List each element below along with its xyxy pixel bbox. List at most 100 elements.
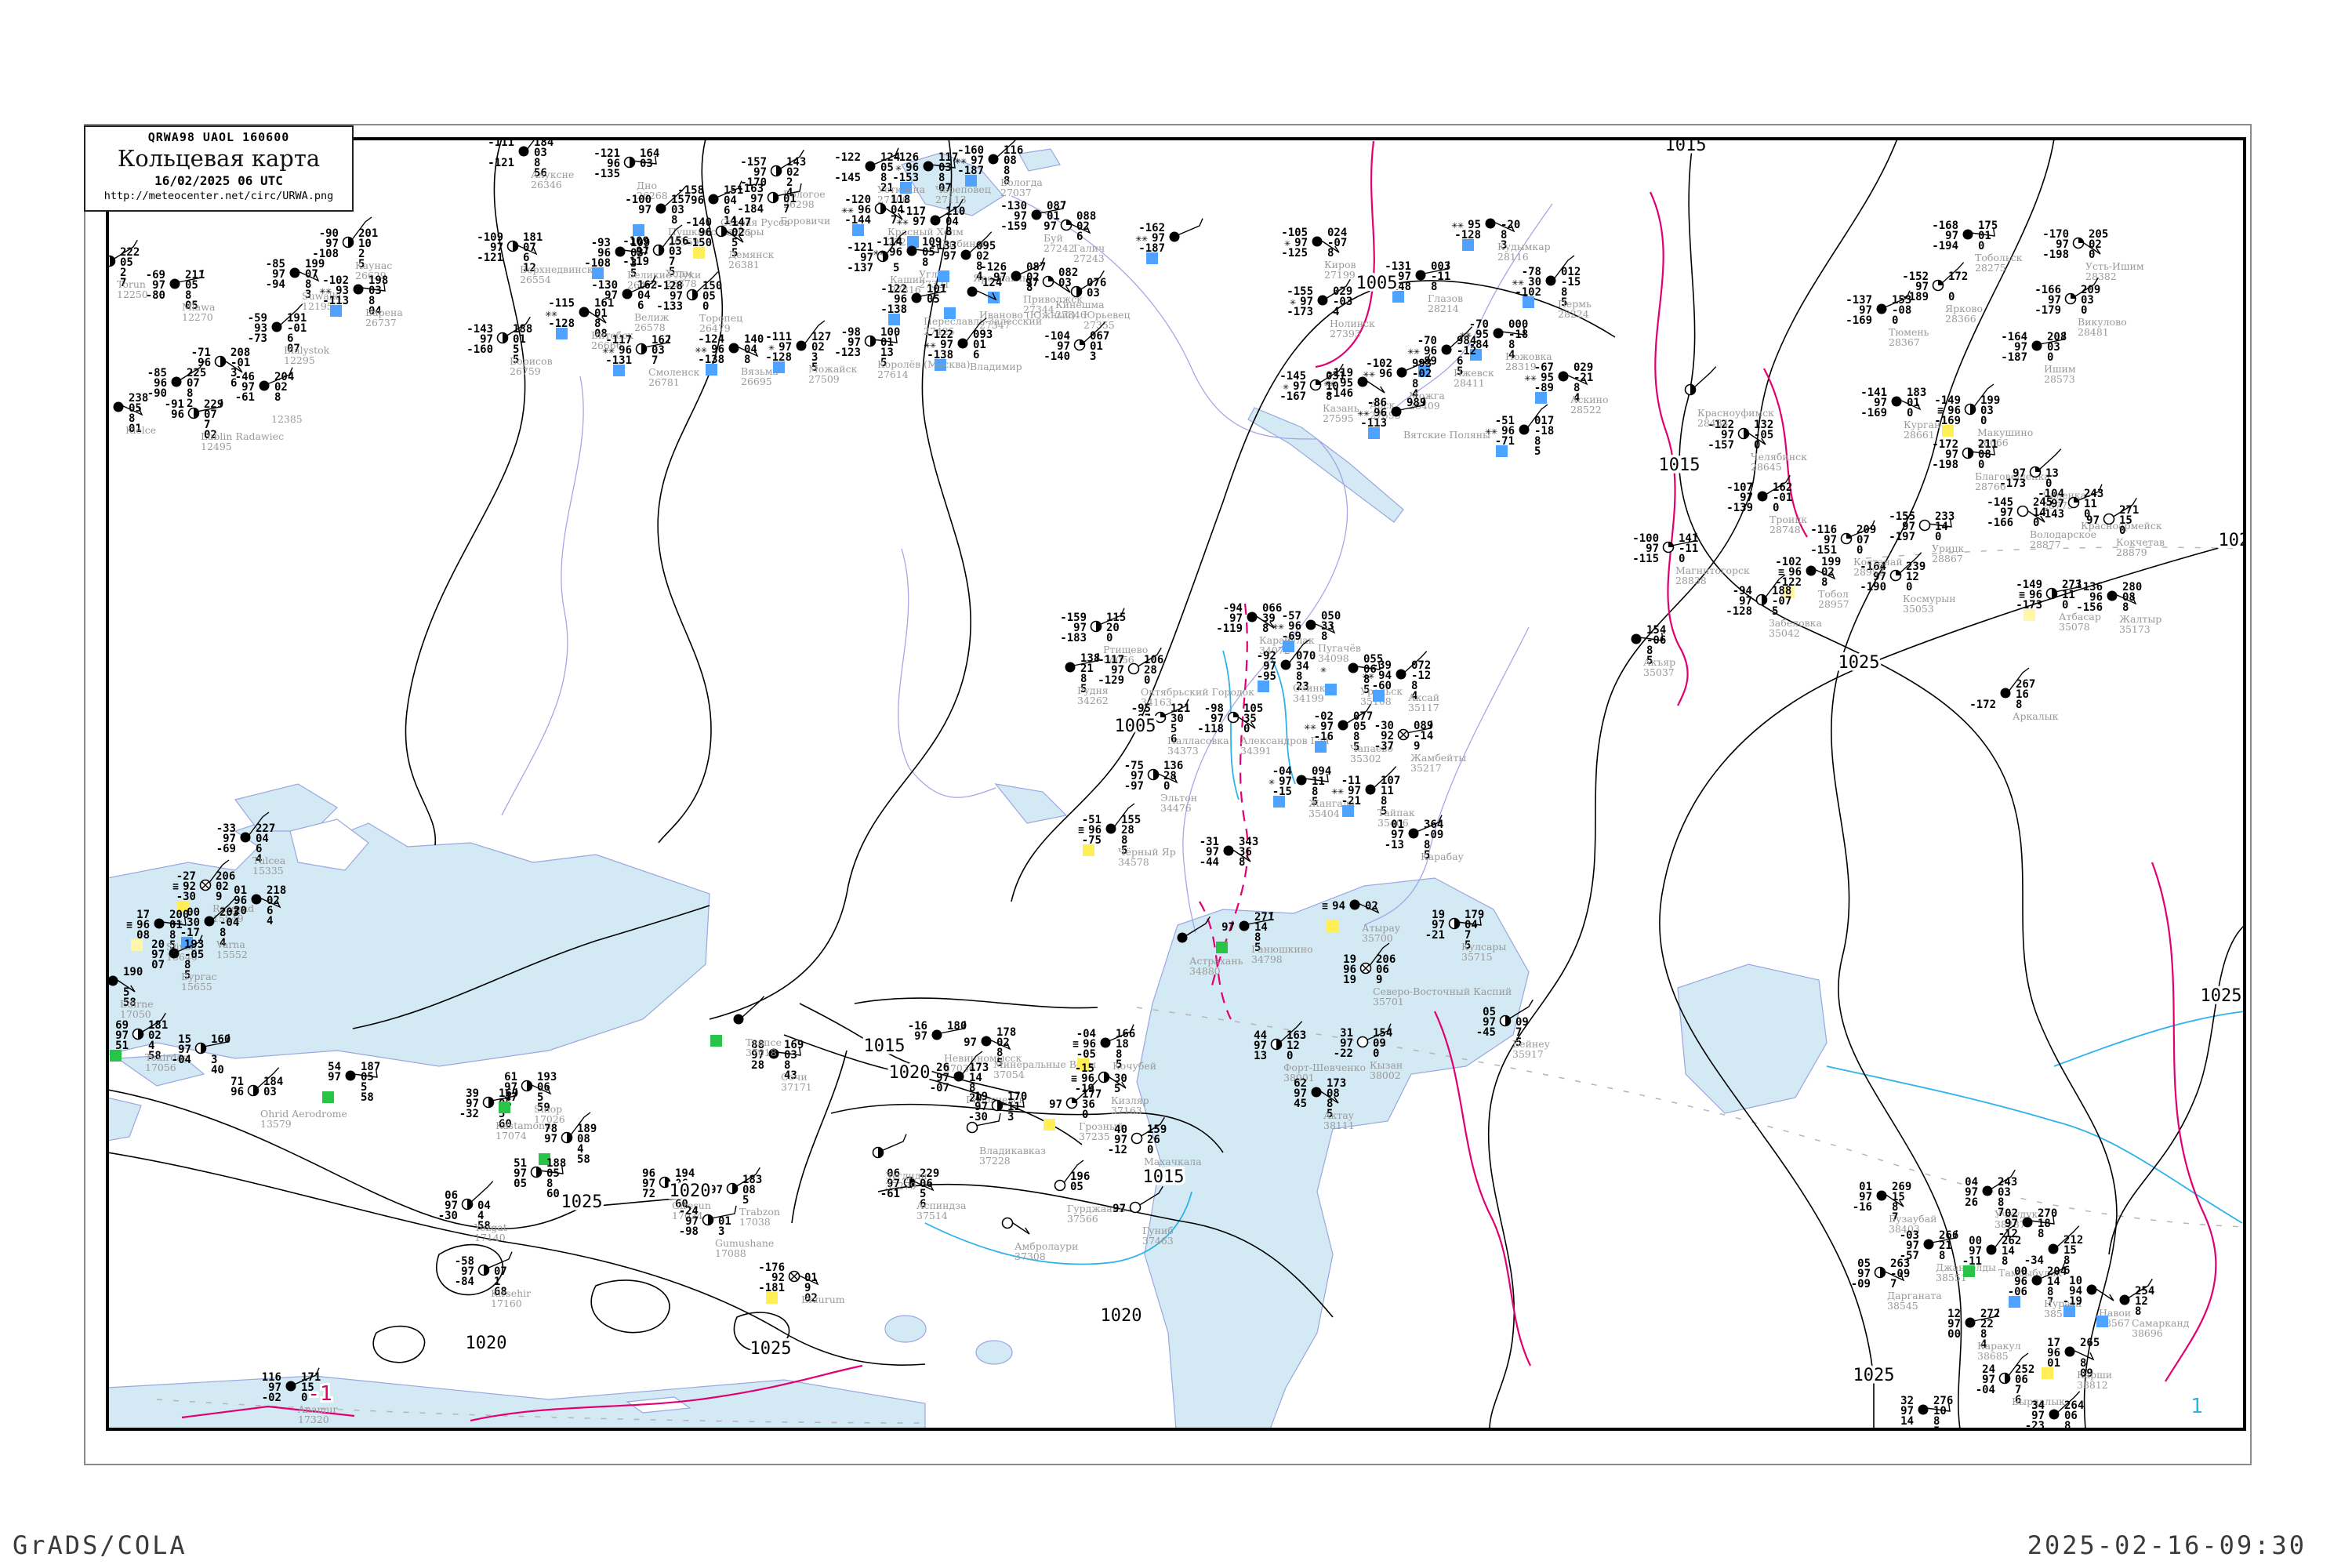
- station-circle: [171, 376, 182, 387]
- station-value: -137: [847, 262, 873, 274]
- station-id: 17320: [298, 1414, 329, 1425]
- snow-cover-square: [1496, 445, 1508, 457]
- station-value: 58: [477, 1220, 491, 1232]
- station-value: 60: [675, 1198, 688, 1210]
- station-id: 34476: [1160, 802, 1192, 814]
- station-name: Бейнеу: [1512, 1038, 1551, 1050]
- wind-barb: [939, 1020, 966, 1034]
- station-value: -21: [1341, 795, 1361, 808]
- station-value: -86: [1367, 397, 1387, 409]
- station-value: 238: [129, 392, 148, 405]
- station-id: 35037: [1643, 666, 1675, 678]
- station-name: Самарканд: [2132, 1317, 2190, 1329]
- station-value: 71: [230, 1076, 244, 1088]
- station-id: 27614: [877, 368, 909, 380]
- station-value: -115: [1632, 553, 1659, 565]
- station-value: 2: [786, 176, 793, 189]
- station-id: 26479: [699, 322, 731, 334]
- station-id: 26359: [668, 236, 699, 248]
- station-value: 184: [263, 1076, 283, 1088]
- station-value: 184: [534, 136, 554, 149]
- station-value: 5: [669, 266, 675, 278]
- map-source-url: http://meteocenter.net/circ/URWA.png: [103, 190, 334, 202]
- sea-of-marmara: [116, 1054, 205, 1087]
- station-value: ✳✳: [1407, 346, 1420, 358]
- station-value: 267: [2016, 678, 2035, 691]
- station-value: 97: [2056, 238, 2069, 251]
- station-value: 96: [1788, 566, 1802, 579]
- station-value: 245: [2033, 496, 2053, 509]
- station-id: 38911: [2061, 1442, 2092, 1454]
- station-value: 5: [1254, 942, 1261, 954]
- isobar-label: 1005: [1356, 274, 1398, 293]
- station-value: -170: [740, 176, 767, 189]
- station-value: -128: [1454, 229, 1481, 241]
- wind-barb: [1231, 848, 1251, 862]
- cloud-half: [1454, 918, 1460, 929]
- station-value: 97: [490, 241, 503, 254]
- volga-river: [1011, 195, 1348, 934]
- station-value: 029: [1333, 285, 1352, 298]
- station-value: 97: [1483, 1016, 1496, 1029]
- station-value: 183: [1907, 387, 1926, 399]
- station-value: 45: [1294, 1098, 1307, 1110]
- station-value: ≡: [1073, 1039, 1079, 1051]
- station-value: 36: [1082, 1098, 1095, 1111]
- station-name: Ртищево: [1103, 644, 1148, 655]
- station-id: 35078: [2059, 621, 2090, 633]
- station-circle: [960, 249, 971, 260]
- station-value: 4: [256, 853, 262, 866]
- station-circle: [345, 1070, 356, 1081]
- station-value: 0: [1163, 780, 1170, 793]
- station-value: 0: [1082, 1109, 1088, 1121]
- station-value: 1: [494, 1276, 500, 1288]
- station-value: -93: [591, 237, 611, 249]
- station-value: 14: [1900, 1415, 1914, 1428]
- station-name: Кудымкар: [1497, 241, 1551, 252]
- station-value: 8: [274, 391, 281, 404]
- station-name: Минеральные Воды: [993, 1058, 1096, 1070]
- station-value: -129: [1098, 674, 1124, 687]
- station-value: 96: [906, 162, 919, 174]
- wind-barb: [661, 224, 683, 249]
- station-id: 28116: [1497, 251, 1529, 263]
- station-value: 03: [263, 1086, 277, 1098]
- station-value: -20: [227, 905, 247, 917]
- station-id: 34163: [1141, 696, 1172, 708]
- snow-cover-square: [2096, 1316, 2108, 1327]
- station-value: 201: [358, 227, 378, 240]
- station-value: 96: [597, 247, 611, 260]
- station-value: 05: [185, 279, 198, 292]
- station-value: 8: [2047, 1286, 2053, 1298]
- station-value: 08: [1004, 154, 1017, 167]
- wind-barb: [2072, 1349, 2095, 1361]
- station-value: -107: [1726, 481, 1753, 494]
- station-name: Красноармейск: [2081, 520, 2162, 532]
- station-value: 96: [642, 1167, 655, 1180]
- station-value: 8: [1239, 856, 1245, 869]
- station-name: Демянск: [728, 249, 775, 260]
- station-value: 155: [1121, 814, 1141, 826]
- station-value: -160: [957, 144, 984, 157]
- station-value: 0: [2119, 524, 2125, 537]
- obscured-sky-cross: [1362, 964, 1370, 972]
- station-value: 0: [1978, 240, 1984, 252]
- station-name: Edirne: [120, 998, 154, 1010]
- station-value: 96: [1947, 405, 1961, 417]
- station-value: 97: [1965, 1186, 1978, 1199]
- station-value: 208: [230, 347, 250, 359]
- obscured-sky-cross: [201, 881, 209, 889]
- wind-barb: [1882, 1270, 1905, 1282]
- station-value: 26: [936, 1062, 949, 1074]
- station-value: 01: [513, 333, 526, 346]
- station-value: -23: [2025, 1420, 2045, 1432]
- wind-barb: [2056, 1391, 2081, 1414]
- station-value: 169: [784, 1039, 804, 1051]
